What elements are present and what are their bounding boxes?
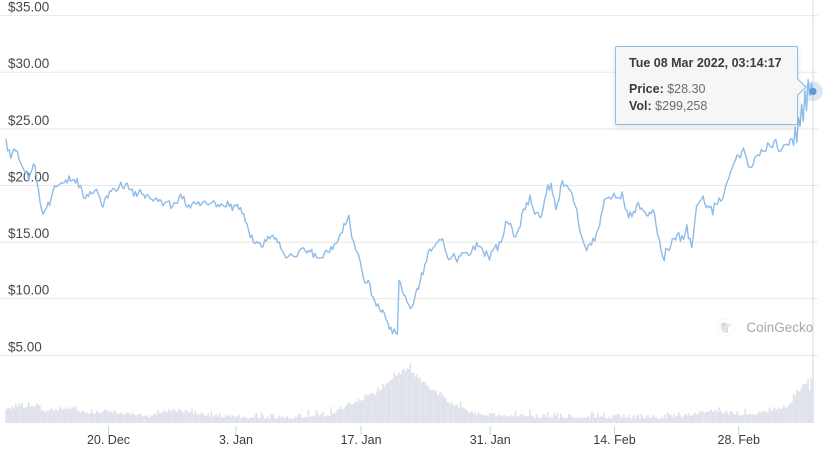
svg-text:$5.00: $5.00 — [8, 339, 42, 354]
svg-text:17. Jan: 17. Jan — [341, 433, 382, 447]
svg-text:$10.00: $10.00 — [8, 283, 49, 298]
svg-text:14. Feb: 14. Feb — [593, 433, 635, 447]
svg-text:28. Feb: 28. Feb — [718, 433, 760, 447]
svg-text:$30.00: $30.00 — [8, 56, 49, 71]
svg-text:$15.00: $15.00 — [8, 226, 49, 241]
svg-text:CoinGecko: CoinGecko — [747, 320, 814, 335]
svg-text:$25.00: $25.00 — [8, 113, 49, 128]
svg-text:3. Jan: 3. Jan — [219, 433, 253, 447]
svg-text:20. Dec: 20. Dec — [87, 433, 130, 447]
svg-text:31. Jan: 31. Jan — [470, 433, 511, 447]
svg-text:$35.00: $35.00 — [8, 0, 49, 15]
